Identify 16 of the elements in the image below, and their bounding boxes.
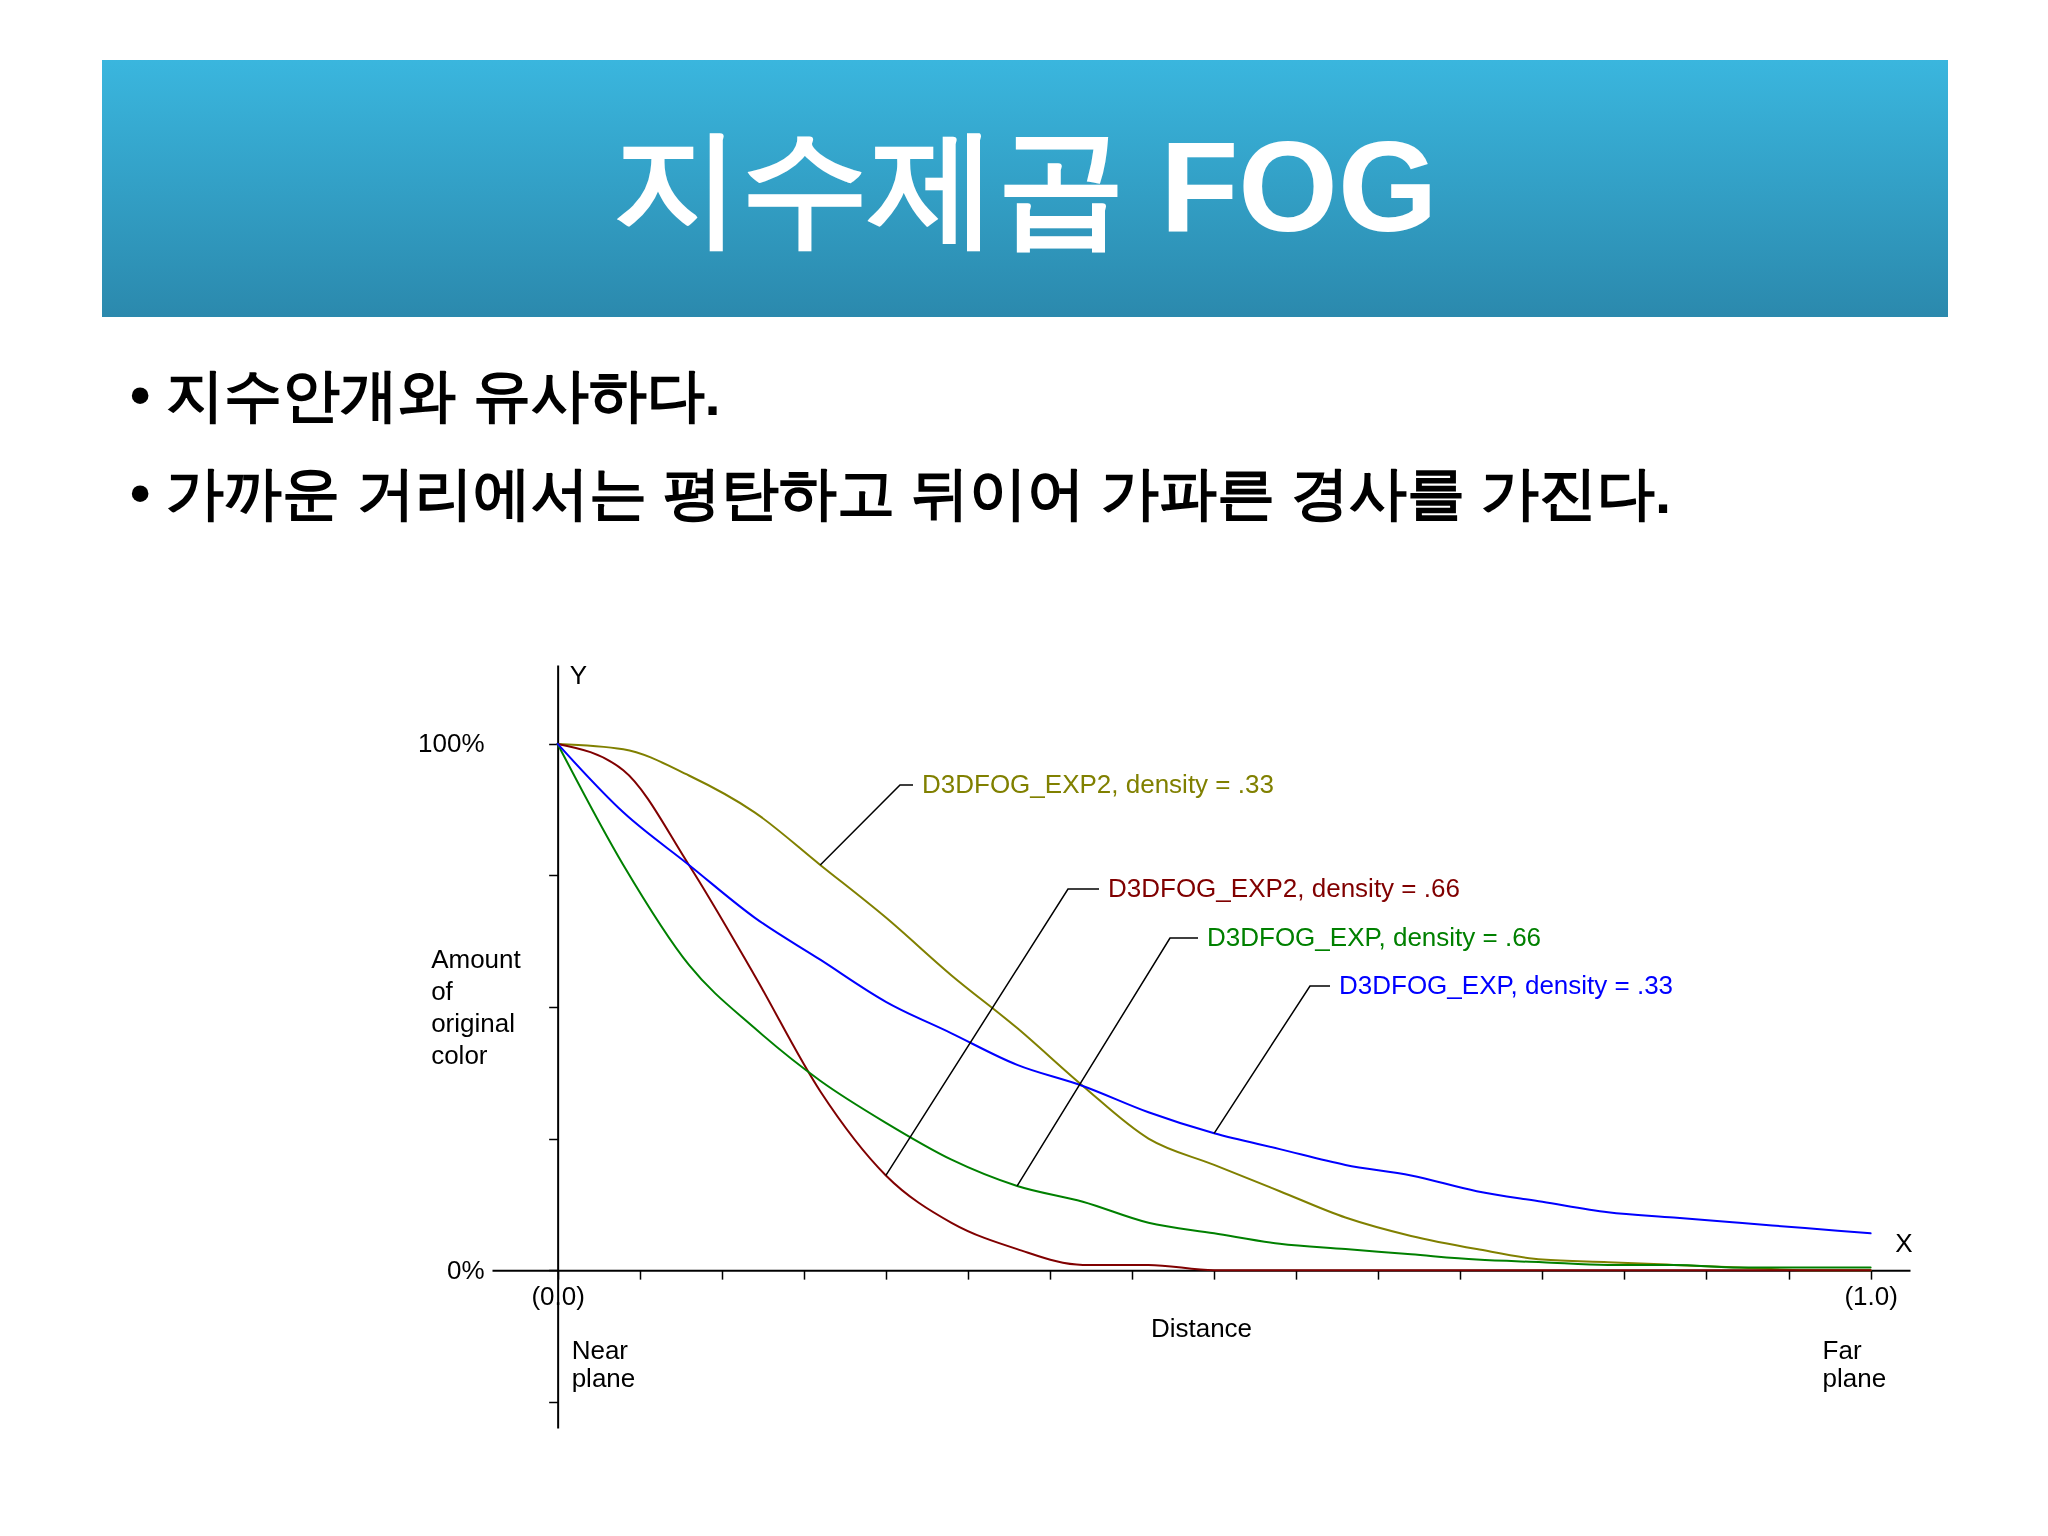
- chart-title: 지수제곱 FOG: [612, 114, 1438, 258]
- text: D3DFOG_EXP, density = .66: [1207, 922, 1542, 952]
- annotation: Far plane: [1822, 1335, 1887, 1394]
- text: • 가까운 거리에서는 평탄하고 뒤이어 가파른 경사를 가진다.: [130, 460, 1672, 525]
- y-tick-label: 100%: [418, 728, 485, 759]
- annotation: X: [1895, 1228, 1913, 1259]
- y-tick-label: 0%: [446, 1254, 485, 1285]
- annotation: Y: [569, 660, 587, 690]
- text: D3DFOG_EXP2, density = .66: [1108, 873, 1460, 903]
- text: D3DFOG_EXP, density = .33: [1339, 970, 1674, 1000]
- y-axis-title: Amount of original color: [431, 943, 522, 1070]
- x-axis-title: Distance: [1150, 1312, 1253, 1343]
- text: • 지수안개와 유사하다.: [130, 362, 721, 427]
- text: D3DFOG_EXP2, density = .33: [922, 769, 1274, 799]
- x-tick-label: (1.0): [1844, 1280, 1898, 1311]
- annotation: Near plane: [571, 1335, 636, 1394]
